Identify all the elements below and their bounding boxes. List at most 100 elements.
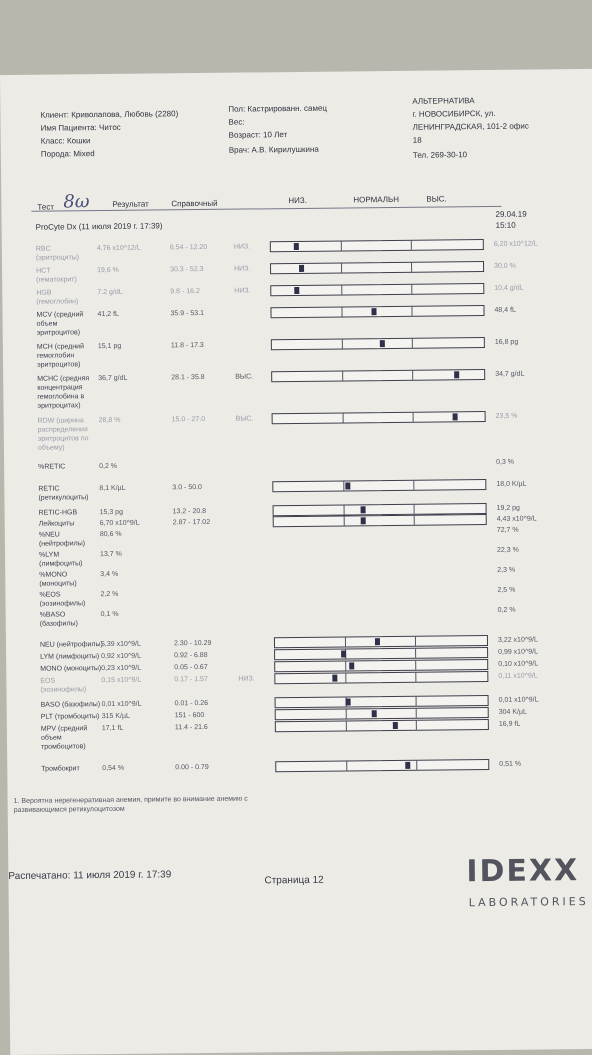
result-value: 8,1 K/µL: [99, 484, 126, 493]
range-marker: [371, 710, 377, 718]
previous-result: 34,7 g/dL: [495, 370, 525, 378]
column-low: НИЗ.: [288, 195, 307, 206]
range-bar-divider: [411, 284, 413, 294]
result-value: 0,2 %: [99, 462, 118, 471]
result-value: 36,7 g/dL: [98, 374, 128, 383]
column-result: Результат: [112, 199, 149, 209]
previous-result: 0,11 x10^9/L: [498, 672, 538, 680]
range-marker: [360, 517, 366, 525]
test-name: MONO (моноциты): [40, 665, 102, 673]
range-bar-divider: [414, 648, 417, 658]
test-name: HCT (гематокрит): [36, 267, 77, 284]
reference-range: 6.54 - 12.20: [169, 243, 208, 252]
result-value: 15,1 pg: [97, 342, 122, 351]
range-bar-divider: [342, 413, 344, 423]
range-bar-divider: [416, 760, 418, 770]
header-divider: [31, 205, 502, 212]
range-bar: [271, 369, 486, 383]
previous-result: 0,01 x10^9/L: [498, 696, 539, 704]
result-value: 0,54 %: [102, 764, 125, 773]
printed-timestamp: Распечатано: 11 июля 2019 г. 17:39: [8, 869, 172, 883]
previous-result: 3,22 x10^9/L: [497, 636, 538, 644]
result-value: 0,01 x10^9/L: [101, 700, 142, 709]
reference-range: 0.92 - 6.88: [174, 651, 208, 660]
range-bar-divider: [342, 371, 344, 381]
range-marker: [454, 371, 460, 379]
reference-range: 11.4 - 21.6: [174, 723, 208, 732]
range-bar-divider: [415, 672, 417, 682]
range-bar-divider: [412, 412, 414, 422]
page-number: Страница 12: [264, 874, 324, 887]
range-bar: [270, 261, 485, 275]
range-bar: [270, 283, 485, 297]
test-name: MCH (средний гемоглобин эритроцитов): [36, 343, 85, 369]
range-bar-divider: [415, 660, 417, 670]
result-value: 0,15 x10^9/L: [101, 676, 142, 685]
result-value: 80,6 %: [99, 530, 122, 539]
range-marker: [298, 264, 304, 272]
previous-result: 2,5 %: [497, 586, 516, 594]
test-name: %MONO (моноциты): [39, 571, 77, 588]
range-bar-divider: [345, 709, 347, 719]
result-value: 17,1 fL: [101, 724, 124, 733]
clinic-name: АЛЬТЕРНАТИВА: [412, 96, 475, 106]
test-name: RETIC (ретикулоциты): [38, 485, 89, 502]
range-marker: [340, 650, 346, 658]
test-name: BASO (базофилы): [40, 701, 101, 709]
analyzer-title: ProCyte Dx (11 июля 2019 г. 17:39): [35, 221, 163, 232]
idexx-logo: IDEXX: [466, 853, 580, 890]
range-bar: [270, 337, 485, 351]
range-bar: [270, 305, 485, 319]
range-bar-divider: [340, 241, 342, 251]
previous-result: 304 K/µL: [498, 708, 527, 716]
previous-time: 15:10: [495, 220, 516, 230]
test-name: MCHC (средняя концентрация гемоглобина в…: [37, 375, 90, 410]
weight: Вес:: [228, 117, 245, 127]
flag-label: НИЗ.: [233, 243, 251, 251]
reference-range: 28.1 - 35.8: [171, 373, 205, 382]
test-name: MPV (средний объем тромбоцитов): [40, 725, 88, 751]
test-name: LYM (лимфоциты): [40, 653, 100, 661]
flag-label: НИЗ.: [234, 287, 251, 295]
previous-result: 4,43 x10^9/L: [496, 515, 537, 523]
previous-result: 23,5 %: [495, 412, 518, 420]
flag-label: ВЫС.: [235, 373, 254, 381]
previous-result: 48,4 fL: [494, 306, 516, 314]
test-name: %EOS (эозинофилы): [39, 591, 86, 608]
reference-range: 3.0 - 50.0: [172, 484, 202, 492]
range-bar-divider: [411, 306, 413, 316]
range-bar: [272, 479, 487, 493]
range-bar: [273, 635, 489, 649]
previous-result: 0,99 x10^9/L: [498, 648, 538, 656]
reference-range: 0.05 - 0.67: [174, 663, 208, 672]
result-value: 0,92 x10^9/L: [101, 652, 142, 661]
range-marker: [345, 698, 351, 706]
range-bar-divider: [413, 480, 415, 490]
reference-range: 13.2 - 20.8: [172, 507, 207, 516]
range-bar-divider: [411, 338, 413, 348]
test-name: Лейкоциты: [38, 520, 75, 528]
previous-result: 18,0 K/µL: [496, 480, 527, 488]
column-normal: НОРМАЛЬН: [353, 194, 400, 205]
range-marker: [380, 340, 386, 348]
range-bar-divider: [345, 673, 347, 683]
result-value: 4,76 x10^12/L: [96, 244, 141, 253]
previous-result: 30,0 %: [494, 262, 516, 270]
flag-label: НИЗ.: [234, 265, 251, 273]
previous-result: 19,2 pg: [496, 504, 520, 512]
range-bar: [274, 671, 489, 685]
range-bar-divider: [343, 481, 345, 491]
reference-range: 0.00 - 0.79: [175, 763, 209, 772]
previous-result: 0,10 x10^9/L: [498, 660, 539, 668]
previous-result: 72,7 %: [496, 526, 519, 534]
range-bar-divider: [341, 285, 343, 295]
test-name: RETIC-HGB: [38, 509, 78, 517]
range-bar: [275, 759, 490, 773]
range-bar: [274, 719, 489, 733]
range-bar-divider: [344, 637, 346, 647]
sex: Пол: Кастрированн. самец: [228, 103, 328, 114]
interpretation-note: 1. Вероятна нерегенеративная анемия, при…: [13, 795, 248, 814]
range-bar-divider: [341, 339, 343, 349]
result-value: 6,70 x10^9/L: [99, 519, 140, 528]
test-name: HGB (гемоглобин): [36, 289, 79, 306]
